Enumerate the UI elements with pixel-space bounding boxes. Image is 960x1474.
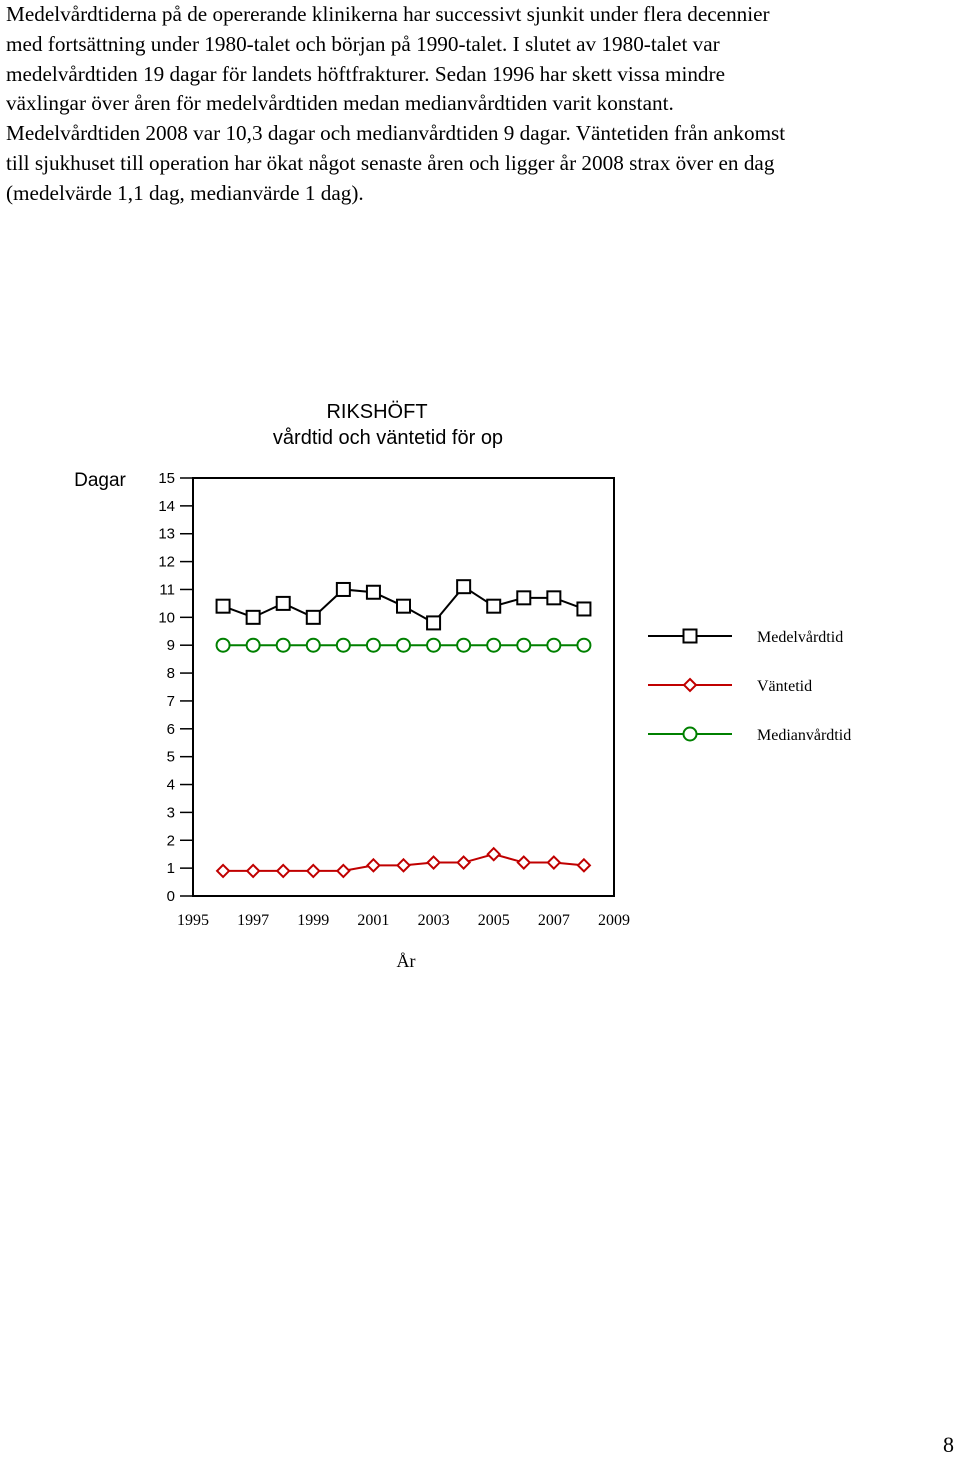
- series-group: [215, 579, 592, 631]
- y-tick-label: 6: [167, 721, 175, 738]
- data-point-circle: [426, 637, 442, 653]
- data-point-diamond: [366, 857, 381, 873]
- paragraph-line: Medelvårdtiden 2008 var 10,3 dagar och m…: [6, 121, 786, 146]
- data-point-diamond: [396, 857, 411, 873]
- series-group: [215, 846, 592, 879]
- paragraph-line: medelvårdtiden 19 dagar för landets höft…: [6, 61, 725, 86]
- data-point-circle: [335, 637, 351, 653]
- chart-title: RIKSHÖFT: [326, 401, 427, 423]
- body-paragraph: Medelvårdtiderna på de opererande klinik…: [6, 0, 954, 209]
- data-point-circle: [365, 637, 381, 653]
- paragraph-line: till sjukhuset till operation har ökat n…: [6, 150, 775, 175]
- y-tick-label: 7: [167, 693, 175, 710]
- x-tick-label: 2001: [357, 912, 389, 929]
- y-tick-label: 10: [158, 609, 175, 626]
- series-group: [215, 637, 592, 653]
- data-point-diamond: [546, 855, 562, 870]
- data-point-diamond: [456, 855, 472, 870]
- data-point-square: [682, 628, 698, 644]
- y-axis-label: Dagar: [74, 470, 126, 491]
- y-tick-label: 13: [158, 526, 175, 543]
- x-tick-label: 1999: [297, 912, 329, 929]
- line-chart: RIKSHÖFT vårdtid och väntetid för op Dag…: [74, 401, 851, 971]
- y-tick-label: 2: [167, 832, 175, 849]
- data-point-square: [305, 609, 321, 625]
- plot-border: [192, 477, 615, 897]
- data-point-circle: [275, 637, 291, 653]
- legend-item: Medianvårdtid: [648, 726, 851, 744]
- data-point-square: [546, 590, 562, 606]
- data-point-circle: [682, 726, 698, 742]
- y-tick-label: 9: [167, 637, 175, 654]
- data-point-circle: [516, 637, 532, 653]
- x-axis: 1995 1997 1999 2001 2003 2005 2007 2009: [177, 912, 630, 929]
- y-tick-label: 3: [167, 804, 175, 821]
- x-tick-label: 1995: [177, 912, 209, 929]
- y-tick-label: 8: [167, 665, 175, 682]
- chart-subtitle: vårdtid och väntetid för op: [273, 427, 503, 449]
- plot-area: [192, 477, 615, 897]
- data-point-circle: [215, 637, 231, 653]
- y-tick-label: 15: [158, 470, 175, 487]
- data-point-diamond: [576, 857, 592, 873]
- y-tick-label: 0: [167, 888, 175, 905]
- y-tick-label: 11: [159, 581, 175, 598]
- data-point-square: [275, 595, 291, 611]
- data-point-diamond: [682, 677, 698, 693]
- paragraph-line: (medelvärde 1,1 dag, medianvärde 1 dag).: [6, 180, 364, 205]
- data-point-square: [426, 615, 442, 631]
- data-point-diamond: [486, 846, 502, 862]
- data-point-square: [215, 598, 231, 614]
- data-point-circle: [546, 637, 562, 653]
- legend-item: Medelvårdtid: [648, 628, 843, 646]
- data-point-diamond: [426, 855, 441, 870]
- x-axis-label: År: [397, 951, 416, 971]
- data-point-square: [245, 609, 261, 625]
- x-tick-label: 1997: [237, 912, 269, 929]
- legend-label: Medianvårdtid: [757, 727, 851, 744]
- data-point-square: [456, 579, 472, 595]
- data-point-square: [335, 581, 351, 597]
- legend-label: Väntetid: [757, 678, 812, 695]
- data-point-diamond: [516, 855, 532, 870]
- x-tick-label: 2009: [598, 912, 630, 929]
- data-point-square: [365, 584, 381, 600]
- data-point-diamond: [245, 863, 261, 879]
- paragraph-line: växlingar över åren för medelvårdtiden m…: [6, 91, 674, 116]
- x-tick-label: 2005: [478, 912, 510, 929]
- x-tick-label: 2007: [538, 912, 570, 929]
- data-point-circle: [245, 637, 261, 653]
- legend-label: Medelvårdtid: [757, 629, 843, 646]
- data-point-circle: [456, 637, 472, 653]
- x-tick-label: 2003: [418, 912, 450, 929]
- data-point-square: [516, 590, 532, 606]
- legend: Medelvårdtid Väntetid Medianvårdtid: [648, 628, 851, 744]
- data-point-circle: [576, 637, 592, 653]
- data-point-square: [576, 601, 592, 617]
- paragraph-line: med fortsättning under 1980-talet och bö…: [6, 31, 720, 56]
- y-tick-label: 4: [167, 777, 175, 794]
- data-point-circle: [396, 637, 411, 653]
- y-tick-label: 1: [167, 860, 175, 877]
- page-number: 8: [943, 1432, 954, 1457]
- data-point-diamond: [215, 863, 231, 879]
- data-point-diamond: [305, 863, 321, 879]
- data-point-circle: [486, 637, 502, 653]
- y-tick-label: 5: [167, 749, 175, 766]
- paragraph-line: Medelvårdtiderna på de opererande klinik…: [6, 2, 770, 26]
- series-layer: [215, 579, 592, 879]
- data-point-diamond: [335, 863, 351, 879]
- data-point-circle: [305, 637, 321, 653]
- data-point-square: [486, 598, 502, 614]
- data-point-square: [396, 598, 411, 614]
- data-point-diamond: [275, 863, 291, 879]
- y-tick-label: 12: [158, 554, 175, 571]
- legend-item: Väntetid: [648, 677, 812, 695]
- y-tick-label: 14: [158, 498, 175, 515]
